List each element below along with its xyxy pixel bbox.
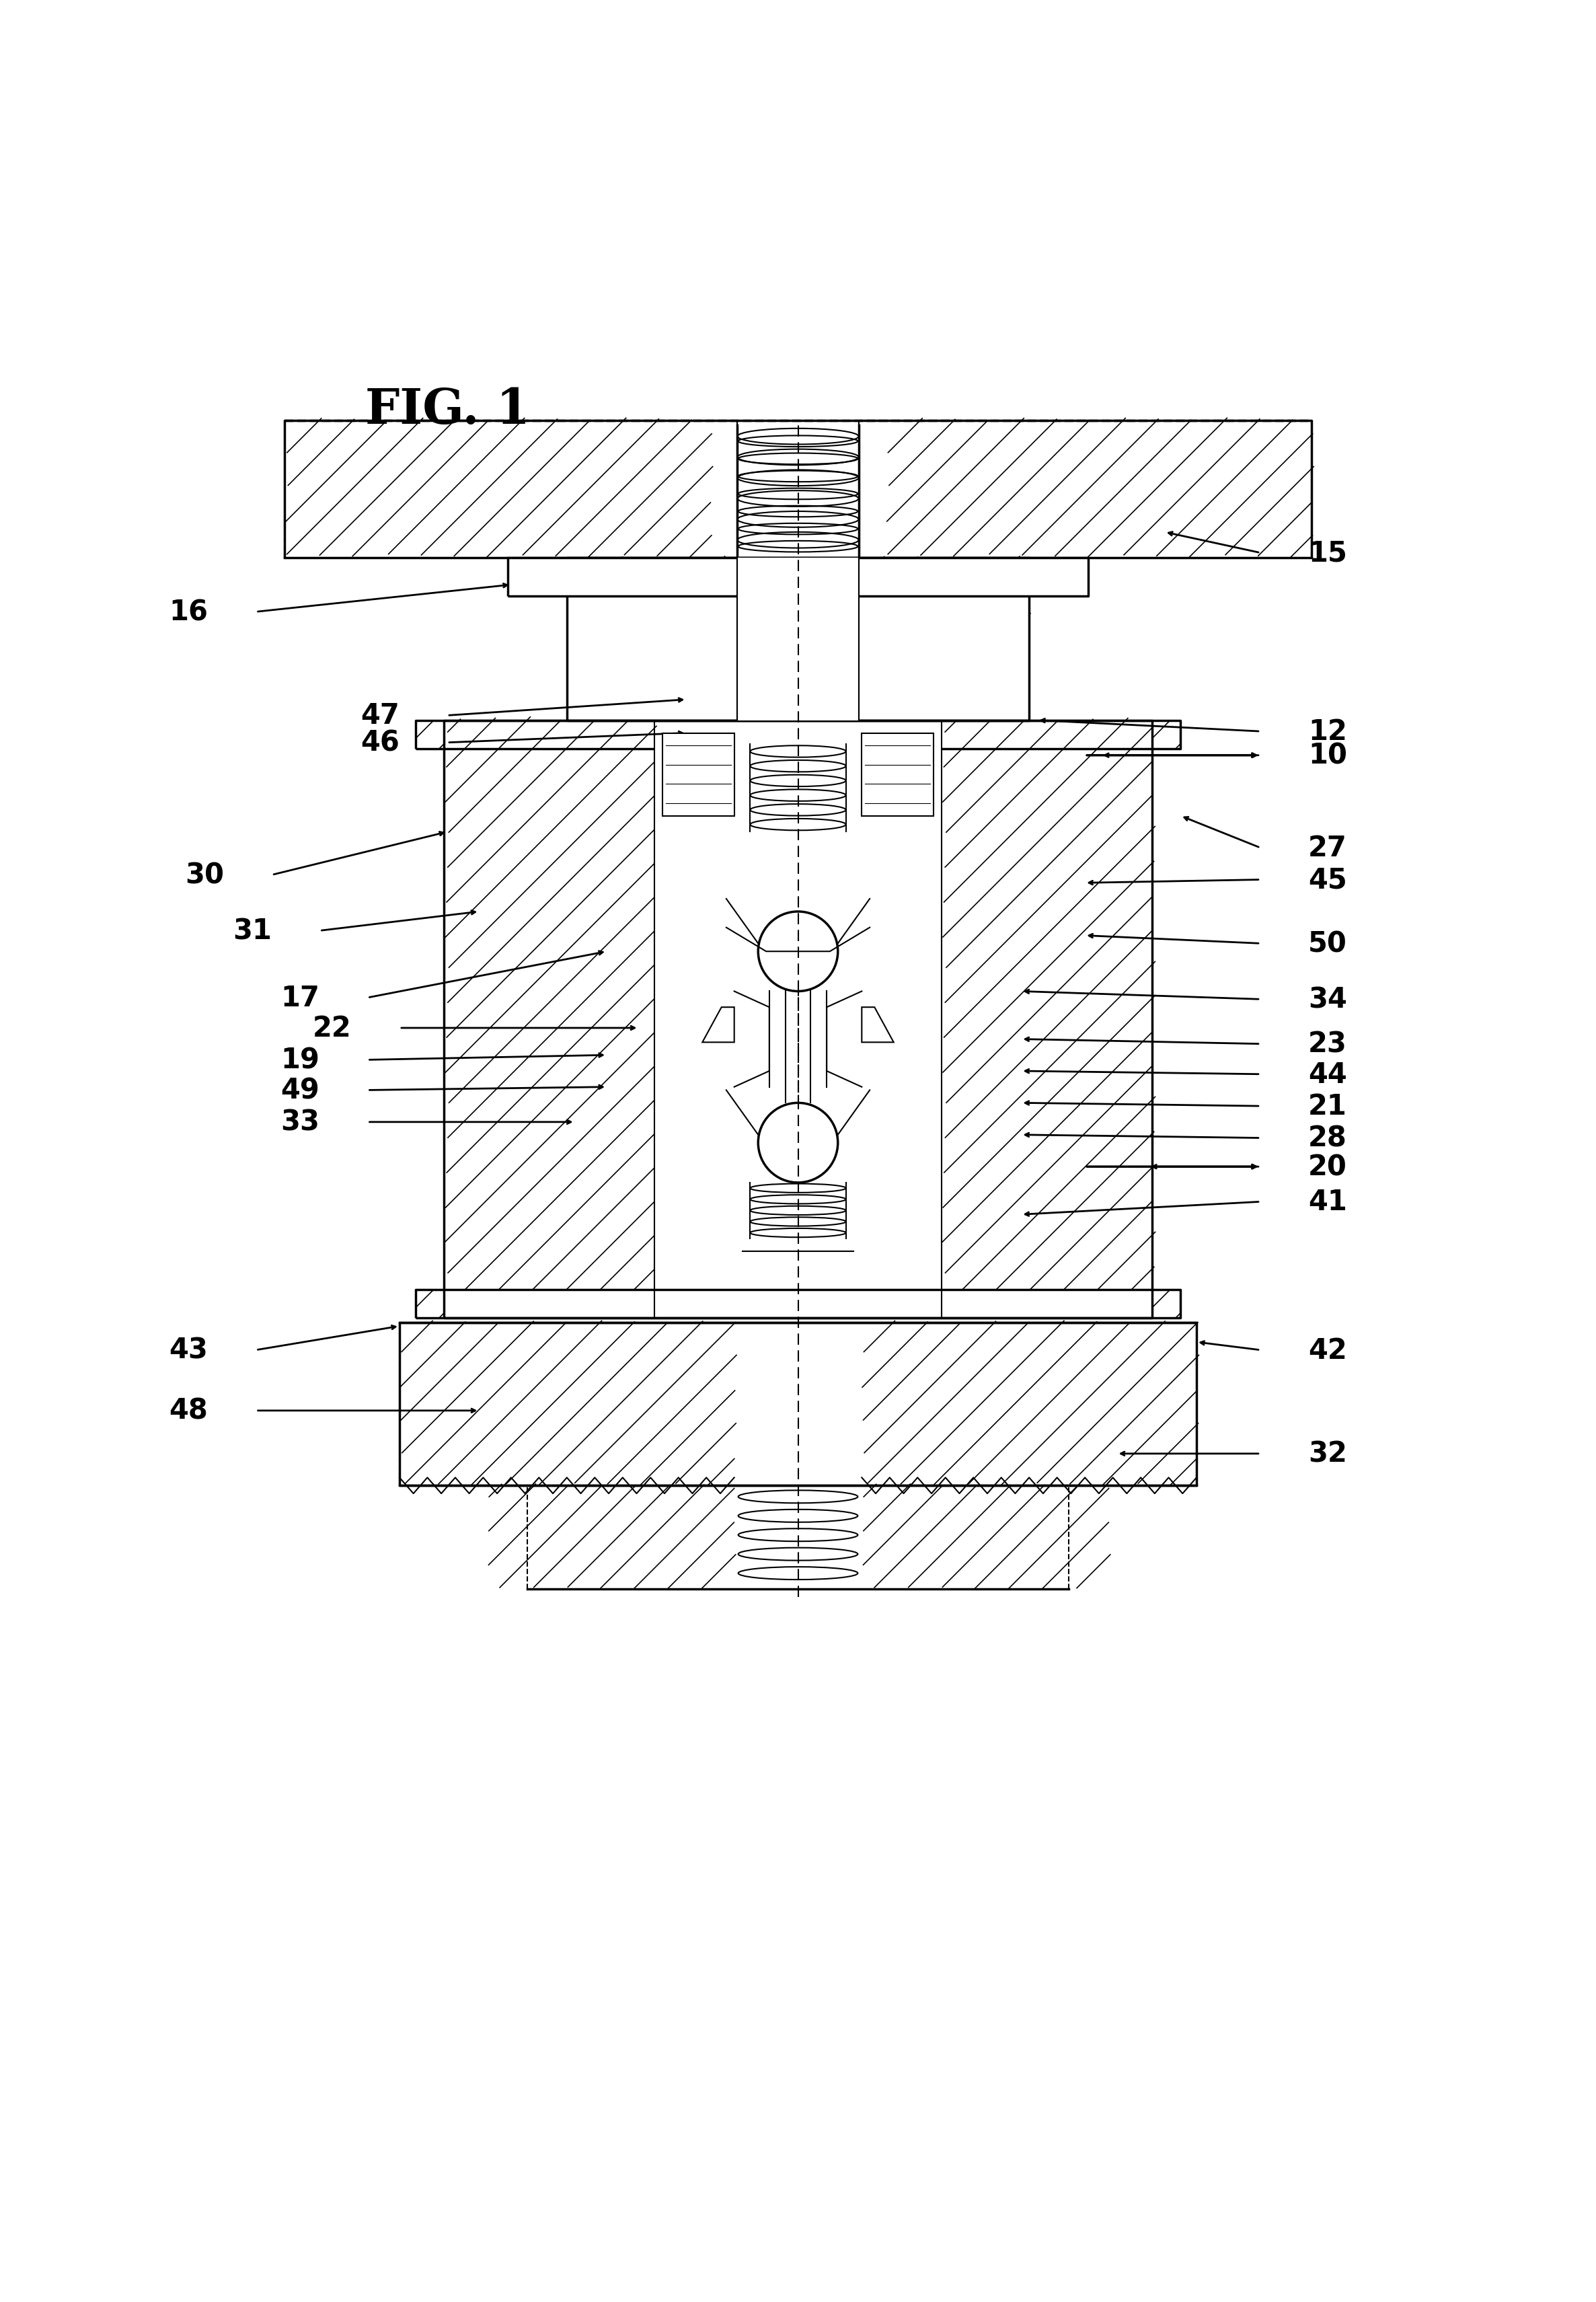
Text: 32: 32 — [1309, 1439, 1347, 1469]
Polygon shape — [444, 721, 1152, 1319]
Polygon shape — [415, 1289, 1181, 1319]
Text: 30: 30 — [185, 861, 223, 889]
Text: 46: 46 — [361, 730, 399, 757]
Text: 23: 23 — [1309, 1029, 1347, 1059]
Text: 42: 42 — [1309, 1335, 1347, 1365]
Polygon shape — [487, 1485, 734, 1588]
Text: 12: 12 — [1309, 718, 1347, 746]
Text: 33: 33 — [281, 1107, 319, 1137]
Text: 31: 31 — [233, 916, 271, 946]
Polygon shape — [508, 557, 1088, 596]
Polygon shape — [415, 721, 1181, 750]
Text: 48: 48 — [169, 1397, 207, 1425]
Text: 47: 47 — [361, 702, 399, 730]
Polygon shape — [862, 734, 934, 817]
Polygon shape — [702, 1008, 734, 1043]
Polygon shape — [737, 557, 859, 721]
Text: 43: 43 — [169, 1335, 207, 1365]
Polygon shape — [862, 1485, 1109, 1588]
Text: 44: 44 — [1309, 1061, 1347, 1089]
Polygon shape — [399, 1324, 1197, 1485]
Polygon shape — [862, 1008, 894, 1043]
Text: 41: 41 — [1309, 1188, 1347, 1215]
Polygon shape — [567, 557, 1029, 721]
Text: 21: 21 — [1309, 1091, 1347, 1121]
Text: 34: 34 — [1309, 985, 1347, 1013]
Text: FIG. 1: FIG. 1 — [365, 387, 530, 433]
Polygon shape — [662, 734, 734, 817]
Text: 10: 10 — [1309, 741, 1347, 769]
Text: 15: 15 — [1309, 539, 1347, 566]
Polygon shape — [284, 421, 1312, 557]
Text: 22: 22 — [313, 1015, 351, 1043]
Polygon shape — [654, 730, 942, 1310]
Text: 45: 45 — [1309, 866, 1347, 893]
Text: 17: 17 — [281, 983, 319, 1013]
Text: 16: 16 — [169, 599, 207, 626]
Text: 50: 50 — [1309, 930, 1347, 958]
Text: 20: 20 — [1309, 1153, 1347, 1181]
Text: 28: 28 — [1309, 1123, 1347, 1153]
Text: 27: 27 — [1309, 833, 1347, 863]
Text: 49: 49 — [281, 1077, 319, 1105]
Text: 19: 19 — [281, 1045, 319, 1075]
